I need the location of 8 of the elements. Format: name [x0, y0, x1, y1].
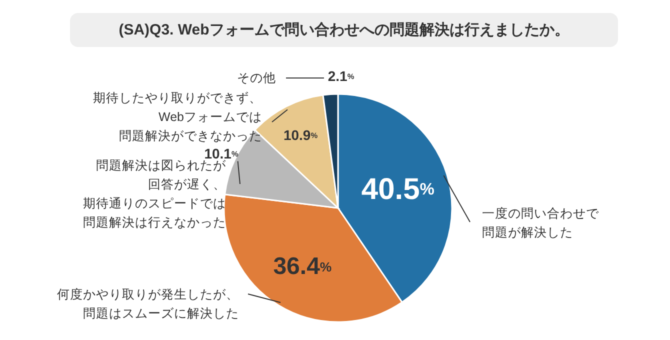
slice-label: 一度の問い合わせで問題が解決した	[482, 206, 600, 240]
data-label: 36.4%	[273, 252, 332, 280]
slice-label: 問題解決は図られたが回答が遅く、期待通りのスピードでは問題解決は行えなかった	[83, 158, 227, 230]
slice-label: その他	[237, 71, 276, 85]
chart-title: (SA)Q3. Webフォームで問い合わせへの問題解決は行えましたか。	[118, 22, 570, 38]
data-label: 40.5%	[361, 173, 435, 206]
slice-label: 期待したやり取りができず、Webフォームでは問題解決ができなかった	[93, 91, 262, 143]
slice-label: 何度かやり取りが発生したが、問題はスムーズに解決した	[57, 286, 239, 320]
